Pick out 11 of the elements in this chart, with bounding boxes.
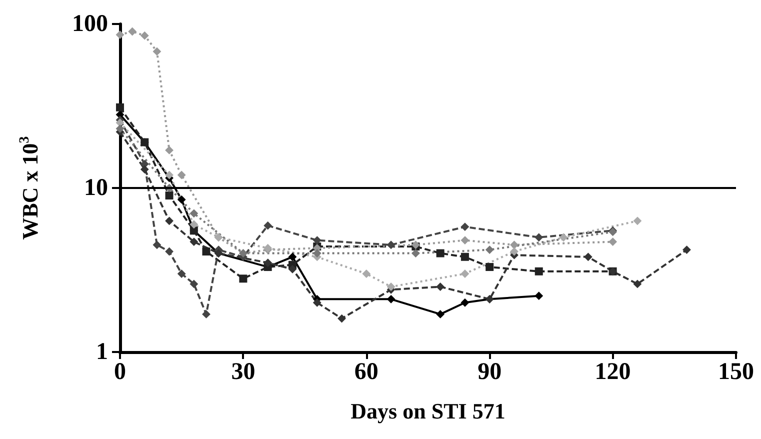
x-axis-title: Days on STI 571 — [350, 398, 506, 424]
x-tick-label: 60 — [354, 359, 378, 385]
y-axis-title: WBC x 103 — [18, 136, 42, 240]
x-tick-label: 0 — [114, 359, 126, 385]
x-tick-label: 120 — [594, 359, 631, 385]
x-tick-label: 150 — [718, 359, 754, 385]
y-tick-label: 10 — [84, 175, 108, 201]
y-tick-label: 1 — [96, 339, 108, 365]
x-tick-label: 30 — [231, 359, 256, 385]
y-tick-label: 100 — [72, 11, 108, 37]
x-tick-label: 90 — [478, 359, 502, 385]
